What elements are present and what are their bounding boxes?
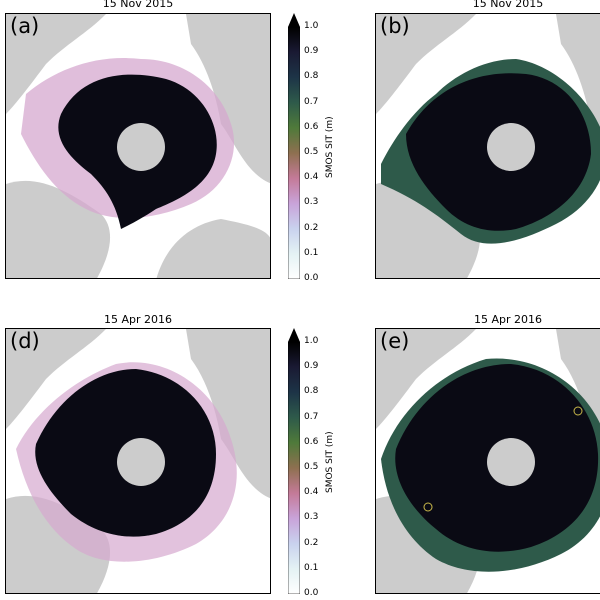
- map-d-svg: [6, 329, 270, 593]
- map-b-svg: [376, 14, 600, 278]
- colorbar-tick-label: 0.8: [304, 386, 319, 397]
- colorbar-tick-label: 0.5: [304, 462, 319, 472]
- map-e-svg: [376, 329, 600, 593]
- colorbar-tick-label: 0.3: [304, 512, 319, 523]
- colorbar-top: [287, 13, 301, 280]
- map-panel-e: (e): [375, 328, 600, 594]
- colorbar-tick-label: 0.0: [304, 588, 319, 598]
- colorbar-tick-label: 0.4: [304, 172, 319, 183]
- land-canada: [376, 14, 476, 114]
- map-panel-d: (d): [5, 328, 271, 594]
- colorbar-tick-label: 0.1: [304, 562, 319, 573]
- land-siberia: [556, 14, 600, 138]
- colorbar-tick-label: 0.1: [304, 247, 319, 258]
- map-panel-b: (b): [375, 13, 600, 279]
- land-siberia: [186, 329, 270, 499]
- colorbar-top-label: SMOS SIT (m): [325, 116, 335, 178]
- panel-e-title: 15 Apr 2016: [473, 313, 542, 326]
- colorbar-bottom: [287, 328, 301, 595]
- pole-hole: [487, 438, 535, 486]
- land-canada: [6, 329, 106, 429]
- colorbar-tick-label: 0.8: [304, 71, 319, 82]
- colorbar-tick-label: 0.2: [304, 222, 319, 233]
- panel-a-title: 15 Nov 2015: [102, 0, 174, 10]
- colorbar-tick-label: 0.6: [304, 121, 319, 132]
- panel-a-letter: (a): [10, 14, 40, 38]
- colorbar-tick-label: 0.9: [304, 46, 319, 57]
- colorbar-tick-label: 0.9: [304, 361, 319, 372]
- panel-d-letter: (d): [10, 329, 40, 353]
- map-panel-a: (a): [5, 13, 271, 279]
- colorbar-tick-label: 0.6: [304, 436, 319, 447]
- colorbar-tick-label: 0.7: [304, 96, 319, 107]
- colorbar-top-svg: [287, 13, 301, 280]
- colorbar-tick-label: 0.0: [304, 273, 319, 283]
- land-canada: [376, 329, 476, 429]
- colorbar-tick-label: 1.0: [304, 21, 319, 31]
- panel-e-letter: (e): [380, 329, 410, 353]
- colorbar-tick-label: 0.7: [304, 411, 319, 422]
- panel-b-title: 15 Nov 2015: [472, 0, 544, 10]
- pole-hole: [117, 123, 165, 171]
- marker-circle: [423, 502, 433, 512]
- colorbar-tick-label: 0.5: [304, 147, 319, 157]
- panel-d-title: 15 Apr 2016: [103, 313, 172, 326]
- pole-hole: [487, 123, 535, 171]
- land-siberia: [186, 14, 270, 184]
- pole-hole: [117, 438, 165, 486]
- colorbar-tick-label: 0.4: [304, 487, 319, 498]
- land-canada: [6, 14, 106, 114]
- colorbar-bottom-label: SMOS SIT (m): [325, 431, 335, 493]
- marker-circle: [573, 406, 583, 416]
- colorbar-bottom-svg: [287, 328, 301, 595]
- colorbar-tick-label: 0.2: [304, 537, 319, 548]
- colorbar-tick-label: 1.0: [304, 336, 319, 346]
- land-scandinavia: [156, 219, 270, 278]
- colorbar-tick-label: 0.3: [304, 197, 319, 208]
- map-a-svg: [6, 14, 270, 278]
- panel-b-letter: (b): [380, 14, 410, 38]
